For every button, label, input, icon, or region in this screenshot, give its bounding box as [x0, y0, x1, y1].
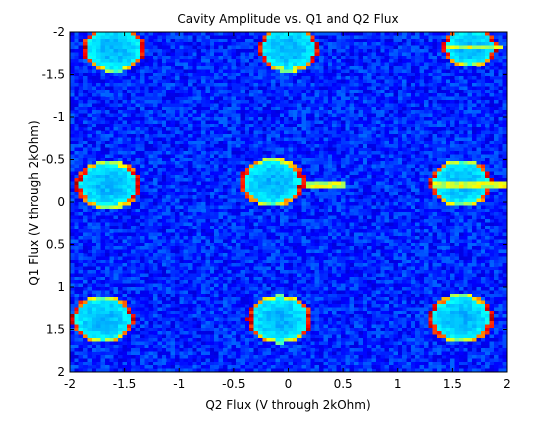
y-axis-title: Q1 Flux (V through 2kOhm) — [27, 120, 41, 285]
y-tick-label: -1.5 — [42, 68, 65, 82]
y-tick-label: -2 — [53, 25, 65, 39]
x-tick-label: -1.5 — [113, 377, 136, 391]
plot-area — [70, 32, 507, 372]
x-tick-label: -2 — [64, 377, 76, 391]
y-tick-label: 1 — [57, 280, 65, 294]
x-tick-label: 1.5 — [443, 377, 462, 391]
x-tick-label: -0.5 — [222, 377, 245, 391]
x-tick-label: 2 — [503, 377, 511, 391]
y-tick-label: -0.5 — [42, 153, 65, 167]
x-tick-label: 0.5 — [334, 377, 353, 391]
x-axis-title: Q2 Flux (V through 2kOhm) — [205, 398, 370, 412]
chart-title: Cavity Amplitude vs. Q1 and Q2 Flux — [177, 12, 398, 26]
y-tick-label: 0.5 — [46, 238, 65, 252]
y-tick-label: -1 — [53, 110, 65, 124]
y-tick-label: 0 — [57, 195, 65, 209]
y-tick-label: 1.5 — [46, 323, 65, 337]
x-tick-label: 1 — [394, 377, 402, 391]
x-tick-label: -1 — [173, 377, 185, 391]
heatmap-cells — [70, 32, 507, 372]
x-tick-label: 0 — [285, 377, 293, 391]
y-tick-label: 2 — [57, 365, 65, 379]
